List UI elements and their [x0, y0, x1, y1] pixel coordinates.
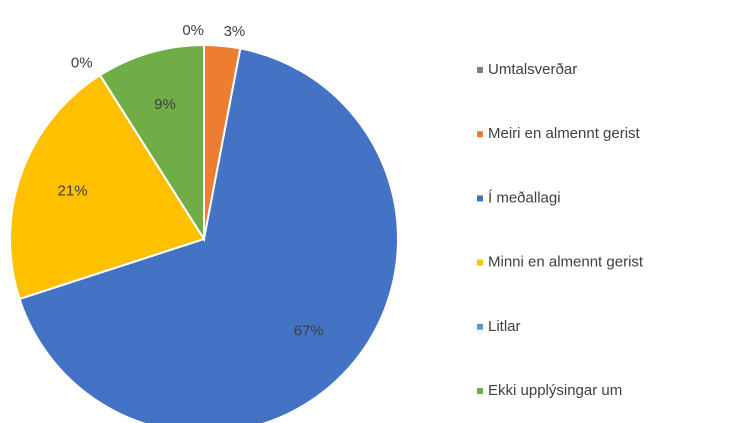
legend-label: Litlar [488, 318, 521, 335]
legend-swatch [477, 323, 483, 330]
legend-swatch [477, 259, 483, 266]
data-label: 67% [294, 322, 324, 339]
data-label: 0% [71, 54, 93, 71]
legend-swatch [477, 67, 483, 73]
legend-swatch [477, 131, 483, 138]
legend-label: Umtalsverðar [488, 61, 577, 78]
pie-slice [18, 47, 399, 423]
data-label: 21% [58, 183, 88, 200]
data-label: 3% [224, 23, 246, 40]
legend-label: Minni en almennt gerist [488, 254, 644, 271]
legend-label: Ekki upplýsingar um [488, 382, 622, 399]
legend-label: Í meðallagi [488, 189, 561, 206]
legend-swatch [477, 195, 483, 202]
legend-label: Meiri en almennt gerist [488, 125, 641, 142]
legend-swatch [477, 388, 483, 394]
data-label: 0% [182, 22, 204, 39]
pie-slice [9, 73, 206, 301]
pie-slice [98, 43, 205, 243]
data-label: 9% [154, 96, 176, 113]
